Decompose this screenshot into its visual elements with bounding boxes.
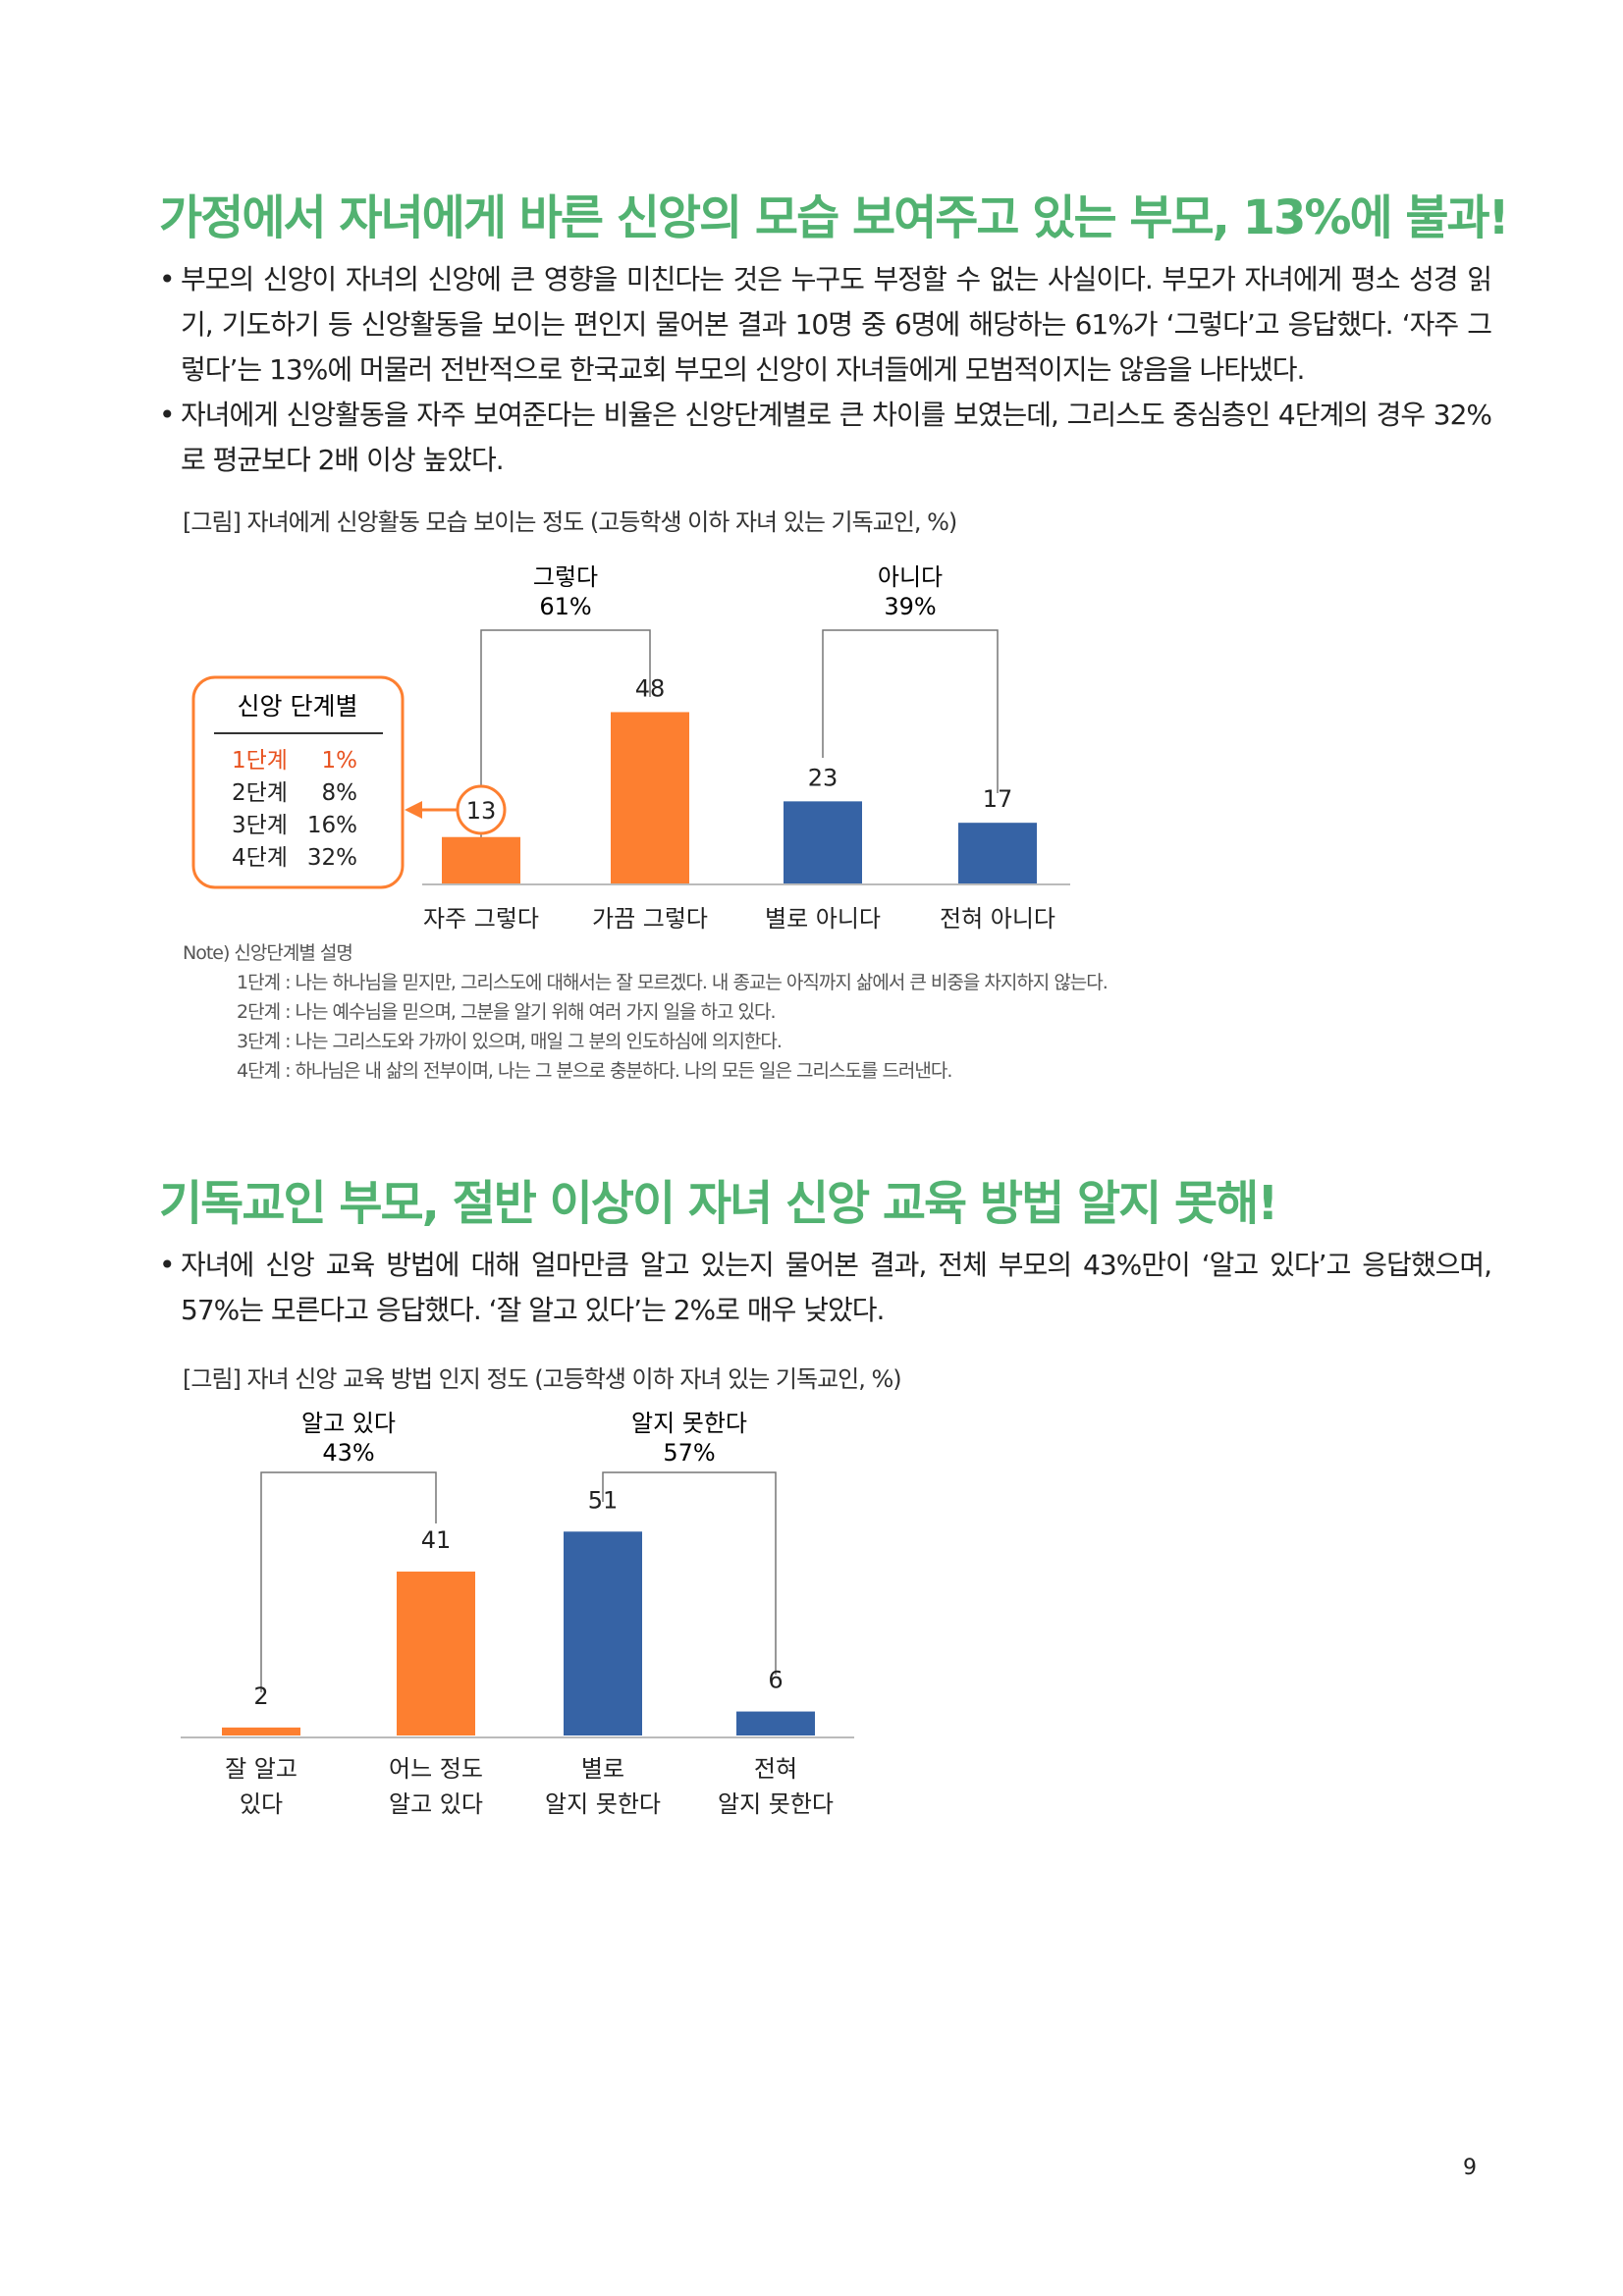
bullet-dot: • [159, 1249, 175, 1281]
stage-row-value: 1% [322, 748, 358, 774]
group-yes-label: 알고 있다 [301, 1410, 396, 1437]
note-title: Note) 신앙단계별 설명 [183, 942, 353, 964]
stage-row-4: 4단계 32% [232, 845, 357, 871]
category-label: 가끔 그렇다 [592, 905, 708, 933]
stage-row-stage: 3단계 [232, 813, 288, 838]
category-label: 전혀 [754, 1755, 797, 1783]
stage-row-stage: 2단계 [232, 780, 288, 806]
bar [611, 712, 689, 883]
category-label: 별로 아니다 [765, 905, 881, 933]
category-label: 알지 못한다 [545, 1790, 661, 1818]
bullet-dot: • [159, 263, 175, 295]
group-no-label: 알지 못한다 [631, 1410, 747, 1437]
chart1-caption: [그림] 자녀에게 신앙활동 모습 보이는 정도 (고등학생 이하 자녀 있는 … [183, 508, 957, 536]
bar [222, 1727, 300, 1735]
category-label: 별로 [581, 1755, 624, 1783]
stage-row-value: 32% [307, 845, 357, 871]
stage-row-2: 2단계 8% [232, 780, 357, 806]
stage-arrow-head [405, 801, 422, 819]
data-label: 23 [808, 764, 839, 791]
data-label: 13 [466, 797, 497, 825]
group-no-pct: 57% [663, 1439, 715, 1467]
chart1-bracket-no: 아니다 39% [822, 563, 999, 793]
group-yes-label: 그렇다 [533, 563, 598, 591]
bar [784, 801, 862, 883]
group-yes-pct: 43% [322, 1439, 374, 1467]
category-label: 알고 있다 [389, 1790, 483, 1818]
note-item: 1단계 : 나는 하나님을 믿지만, 그리스도에 대해서는 잘 모르겠다. 내 … [237, 972, 1109, 993]
data-label: 48 [635, 674, 666, 702]
chart2-caption: [그림] 자녀 신앙 교육 방법 인지 정도 (고등학생 이하 자녀 있는 기독… [183, 1365, 902, 1393]
stage-row-stage: 4단계 [232, 845, 288, 871]
group-yes-pct: 61% [539, 593, 591, 620]
bar [736, 1711, 815, 1735]
section2-bullet-1: • 자녀에 신앙 교육 방법에 대해 얼마만큼 알고 있는지 물어본 결과, 전… [159, 1243, 1494, 1333]
data-label: 41 [421, 1526, 452, 1554]
stage-box: 신앙 단계별 1단계 1% 2단계 8% 3단계 16% 4단계 32% [191, 675, 405, 889]
bar [958, 823, 1037, 883]
highlight-circle [456, 784, 507, 835]
stage-row-1: 1단계 1% [232, 748, 357, 774]
group-no-pct: 39% [884, 593, 936, 620]
bar [397, 1572, 475, 1735]
note-item: 3단계 : 나는 그리스도와 가까이 있으며, 매일 그 분의 인도하심에 의지… [237, 1031, 783, 1052]
section1-bullet-2: • 자녀에게 신앙활동을 자주 보여준다는 비율은 신앙단계별로 큰 차이를 보… [159, 393, 1494, 483]
data-label: 6 [768, 1667, 783, 1694]
data-label: 17 [983, 785, 1013, 813]
note-item: 2단계 : 나는 예수님을 믿으며, 그분을 알기 위해 여러 가지 일을 하고… [237, 1001, 776, 1023]
bar [442, 836, 520, 883]
chart1-bracket-yes: 그렇다 61% [480, 563, 651, 860]
stage-note: Note) 신앙단계별 설명 1단계 : 나는 하나님을 믿지만, 그리스도에 … [183, 938, 1109, 1086]
stage-row-stage: 1단계 [232, 748, 288, 774]
category-label: 알지 못한다 [718, 1790, 834, 1818]
category-label: 어느 정도 [389, 1755, 483, 1783]
bullet-dot: • [159, 399, 175, 431]
chart1: 그렇다 61% 아니다 39% 신앙 단계별 1단계 1% 2단계 8% 3단계… [191, 563, 1070, 933]
section1-bullet-1: • 부모의 신앙이 자녀의 신앙에 큰 영향을 미친다는 것은 누구도 부정할 … [159, 257, 1494, 393]
stage-row-value: 16% [307, 813, 357, 838]
bar [564, 1531, 642, 1735]
bullet-text: 부모의 신앙이 자녀의 신앙에 큰 영향을 미친다는 것은 누구도 부정할 수 … [181, 263, 1492, 386]
group-no-label: 아니다 [878, 563, 943, 591]
category-label: 잘 알고 [225, 1755, 298, 1783]
note-item: 4단계 : 하나님은 내 삶의 전부이며, 나는 그 분으로 충분하다. 나의 … [237, 1060, 952, 1082]
chart2-bracket-no: 알지 못한다 57% [602, 1410, 777, 1675]
stage-row-value: 8% [322, 780, 358, 806]
chart2-bracket-yes: 알고 있다 43% [260, 1410, 437, 1692]
data-label: 2 [253, 1682, 268, 1710]
section1-heading: 가정에서 자녀에게 바른 신앙의 모습 보여주고 있는 부모, 13%에 불과! [159, 190, 1510, 245]
section2-heading: 기독교인 부모, 절반 이상이 자녀 신앙 교육 방법 알지 못해! [159, 1176, 1278, 1231]
bullet-text: 자녀에게 신앙활동을 자주 보여준다는 비율은 신앙단계별로 큰 차이를 보였는… [181, 399, 1492, 476]
category-label: 자주 그렇다 [423, 905, 539, 933]
page-number: 9 [1463, 2156, 1477, 2180]
data-label: 51 [588, 1486, 619, 1514]
stage-row-3: 3단계 16% [232, 813, 357, 838]
bullet-text: 자녀에 신앙 교육 방법에 대해 얼마만큼 알고 있는지 물어본 결과, 전체 … [181, 1249, 1492, 1326]
category-label: 전혀 아니다 [940, 905, 1055, 933]
category-label: 있다 [240, 1790, 283, 1818]
stage-box-title: 신앙 단계별 [238, 692, 358, 721]
